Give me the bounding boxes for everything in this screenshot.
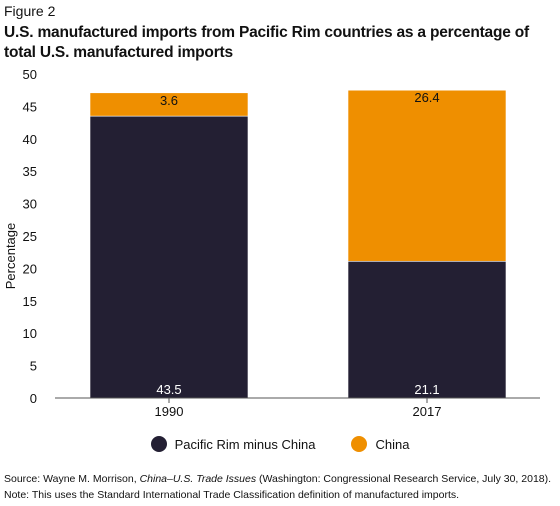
stacked-bar-chart: 0 5 10 15 20 25 30 35 40 45 50 Percentage 43.5 3.6 2… [3,67,540,419]
chart-title: U.S. manufactured imports from Pacific R… [4,24,529,61]
legend-label-china: China [375,436,410,452]
data-label: 21.1 [414,382,439,397]
y-tick-label: 25 [23,229,37,244]
legend-item-pacific-rim: Pacific Rim minus China [150,436,316,452]
data-label: 3.6 [160,93,178,108]
y-tick-label: 30 [23,197,37,212]
legend-label-pacific-rim: Pacific Rim minus China [174,436,316,452]
y-tick-label: 5 [30,359,37,374]
y-axis: 0 5 10 15 20 25 30 35 40 45 50 [23,67,37,406]
y-tick-label: 0 [30,391,37,406]
y-tick-label: 15 [23,294,37,309]
data-label: 26.4 [414,90,439,105]
y-tick-label: 40 [23,132,37,147]
source-title: China–U.S. Trade Issues [139,473,257,485]
bar-segment [347,89,507,262]
x-tick-label: 2017 [413,404,442,419]
bar-segment [89,92,249,117]
legend-swatch-china [351,436,368,452]
bars: 43.5 3.6 21.1 26.4 [89,89,507,399]
bar-segment [347,260,507,399]
source-note: Source: Wayne M. Morrison, China–U.S. Tr… [4,471,556,487]
y-tick-label: 45 [23,99,37,114]
figure-label: Figure 2 [4,3,56,19]
source-prefix: Source: Wayne M. Morrison, [4,473,140,485]
y-axis-label: Percentage [3,223,18,290]
legend: Pacific Rim minus China China [0,436,560,452]
source-suffix: (Washington: Congressional Research Serv… [256,473,552,485]
data-label: 43.5 [156,382,181,397]
y-tick-label: 10 [23,326,37,341]
x-tick-label: 1990 [155,404,184,419]
y-tick-label: 20 [23,261,37,276]
x-axis: 1990 2017 [155,398,442,419]
footer: Source: Wayne M. Morrison, China–U.S. Tr… [4,471,556,503]
y-tick-label: 50 [23,67,37,82]
legend-item-china: China [351,436,409,452]
note: Note: This uses the Standard Internation… [4,489,460,501]
y-tick-label: 35 [23,164,37,179]
legend-swatch-pacific-rim [150,436,167,452]
bar-segment [89,115,249,399]
